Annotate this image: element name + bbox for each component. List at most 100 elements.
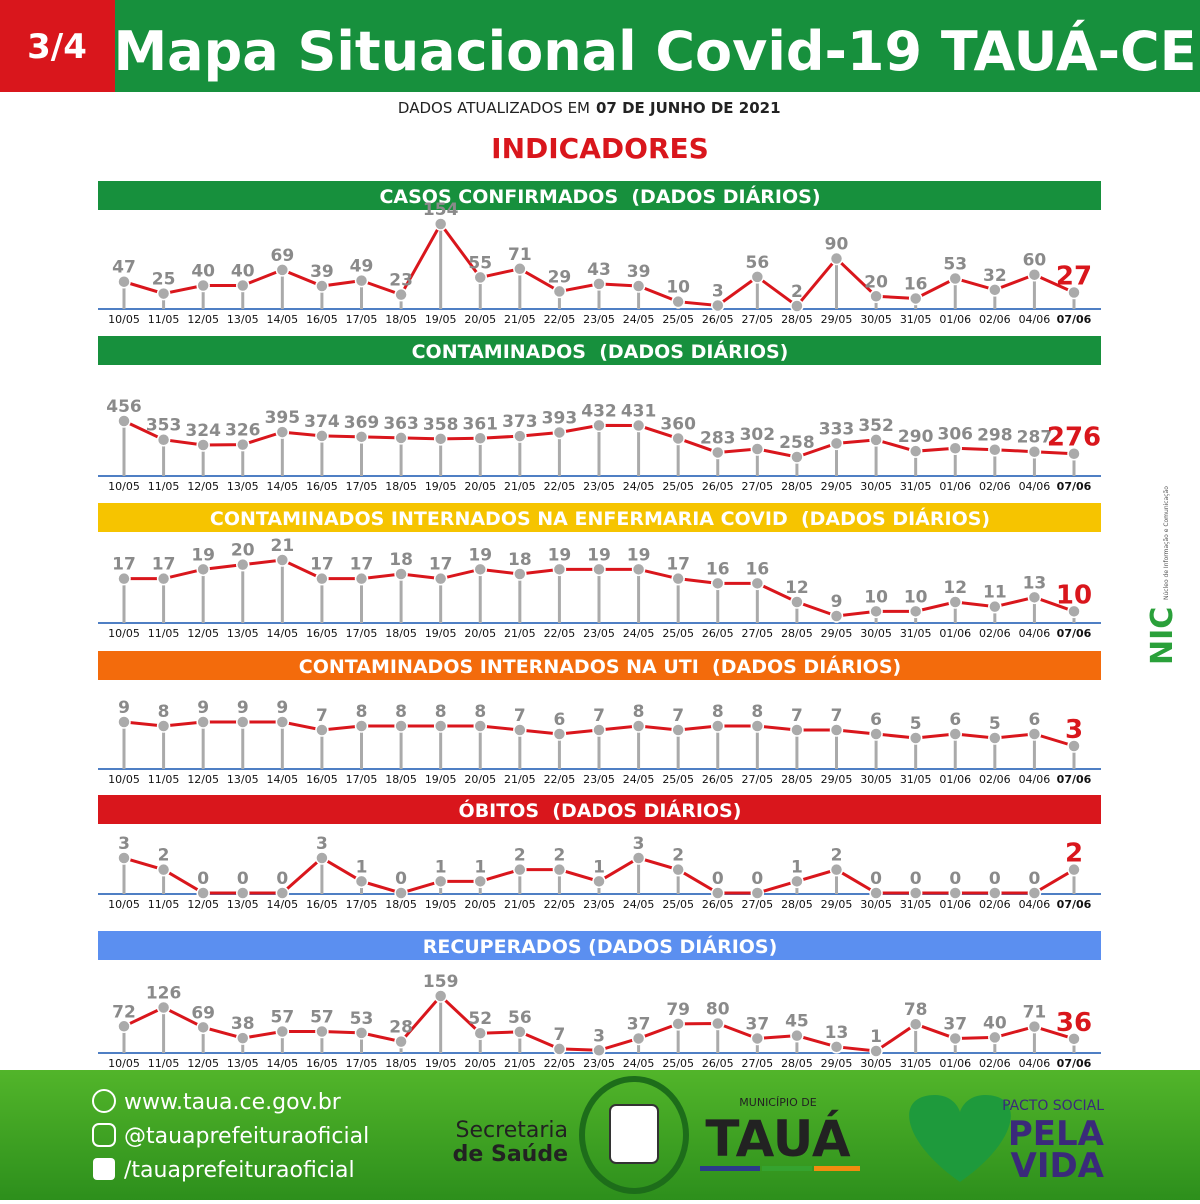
chart-title-bar — [98, 336, 1101, 365]
data-label: 7 — [791, 706, 803, 726]
data-point — [829, 609, 844, 623]
data-label: 0 — [949, 869, 961, 889]
x-tick-label: 31/05 — [900, 1057, 932, 1070]
data-label: 0 — [197, 869, 209, 889]
data-label: 0 — [1028, 869, 1040, 889]
x-tick-label: 30/05 — [860, 773, 892, 786]
header-bg — [115, 0, 1200, 92]
x-tick-label: 07/06 — [1057, 627, 1092, 640]
data-point — [592, 874, 606, 889]
x-tick-label: 24/05 — [623, 1057, 655, 1070]
data-label: 8 — [356, 702, 368, 722]
data-label: 3 — [1065, 715, 1083, 745]
data-label: 8 — [633, 702, 645, 722]
data-label: 11 — [983, 583, 1007, 603]
x-tick-label: 13/05 — [227, 627, 259, 640]
data-label: 72 — [112, 1002, 136, 1022]
x-tick-label: 20/05 — [464, 773, 496, 786]
x-tick-label: 04/06 — [1019, 480, 1051, 493]
x-tick-label: 01/06 — [939, 1057, 971, 1070]
x-tick-label: 22/05 — [544, 313, 576, 326]
data-point — [513, 429, 527, 443]
data-label: 2 — [831, 846, 843, 866]
x-tick-label: 30/05 — [860, 480, 892, 493]
data-point — [908, 731, 923, 745]
data-point — [631, 562, 646, 577]
data-label: 69 — [270, 246, 294, 266]
data-label: 78 — [904, 1000, 928, 1020]
data-point — [275, 263, 290, 277]
data-label: 16 — [706, 559, 730, 579]
x-tick-label: 30/05 — [860, 1057, 892, 1070]
x-tick-label: 07/06 — [1057, 480, 1092, 493]
data-label: 2 — [672, 846, 684, 866]
x-tick-label: 02/06 — [979, 313, 1011, 326]
data-label: 9 — [118, 698, 130, 718]
data-label: 0 — [910, 869, 922, 889]
x-tick-label: 27/05 — [741, 898, 773, 911]
data-label: 18 — [389, 550, 413, 570]
data-label: 7 — [316, 706, 328, 726]
data-point — [1067, 862, 1081, 877]
chart-panel: CASOS CONFIRMADOS (DADOS DIÁRIOS) 47 10/05… — [98, 181, 1101, 326]
x-tick-label: 04/06 — [1019, 313, 1051, 326]
data-label: 3 — [593, 1026, 605, 1046]
x-tick-label: 21/05 — [504, 480, 536, 493]
data-point — [592, 277, 606, 291]
x-tick-label: 30/05 — [860, 898, 892, 911]
data-label: 55 — [468, 253, 492, 273]
x-tick-label: 22/05 — [544, 898, 576, 911]
x-tick-label: 14/05 — [266, 773, 298, 786]
x-tick-label: 29/05 — [821, 773, 853, 786]
chart-panel: CONTAMINADOS INTERNADOS NA ENFERMARIA CO… — [98, 503, 1101, 640]
x-tick-label: 23/05 — [583, 773, 615, 786]
data-point — [790, 450, 804, 464]
data-point — [196, 1020, 210, 1035]
data-label: 16 — [745, 559, 769, 579]
data-point — [236, 715, 250, 729]
data-label: 302 — [740, 425, 776, 445]
data-label: 56 — [508, 1008, 532, 1028]
x-tick-label: 04/06 — [1019, 773, 1051, 786]
chart-title-bar — [98, 181, 1101, 210]
x-tick-label: 11/05 — [148, 773, 180, 786]
badge-bg — [0, 0, 115, 92]
data-label: 10 — [904, 587, 928, 607]
data-point — [354, 273, 369, 288]
data-label: 1 — [474, 857, 486, 877]
data-point — [394, 431, 408, 445]
x-tick-label: 18/05 — [385, 773, 417, 786]
data-label: 45 — [785, 1012, 809, 1032]
x-tick-label: 26/05 — [702, 313, 734, 326]
x-tick-label: 24/05 — [623, 480, 655, 493]
data-point — [908, 291, 923, 306]
data-point — [869, 727, 883, 741]
chart-panel: CONTAMINADOS INTERNADOS NA UTI (DADOS DI… — [98, 651, 1101, 786]
data-point — [948, 727, 962, 741]
data-point — [315, 571, 329, 586]
x-tick-label: 10/05 — [108, 627, 140, 640]
x-tick-label: 20/05 — [464, 313, 496, 326]
x-tick-label: 22/05 — [544, 1057, 576, 1070]
data-point — [790, 595, 804, 609]
data-label: 37 — [943, 1014, 967, 1034]
data-label: 19 — [548, 545, 572, 565]
data-label: 19 — [587, 545, 611, 565]
stripe — [762, 1166, 812, 1171]
data-point — [433, 571, 448, 586]
x-tick-label: 18/05 — [385, 1057, 417, 1070]
x-tick-label: 19/05 — [425, 1057, 457, 1070]
data-point — [315, 723, 329, 737]
data-point — [711, 886, 725, 900]
data-label: 47 — [112, 258, 136, 278]
data-label: 324 — [185, 421, 221, 441]
data-label: 8 — [435, 702, 447, 722]
data-point — [552, 284, 567, 299]
data-label: 12 — [785, 578, 809, 598]
x-tick-label: 31/05 — [900, 898, 932, 911]
data-label: 29 — [548, 267, 572, 287]
data-label: 17 — [429, 555, 453, 575]
chart-title: CONTAMINADOS INTERNADOS NA UTI (DADOS DI… — [299, 655, 901, 678]
pacto-line3: VIDA — [1011, 1146, 1105, 1186]
